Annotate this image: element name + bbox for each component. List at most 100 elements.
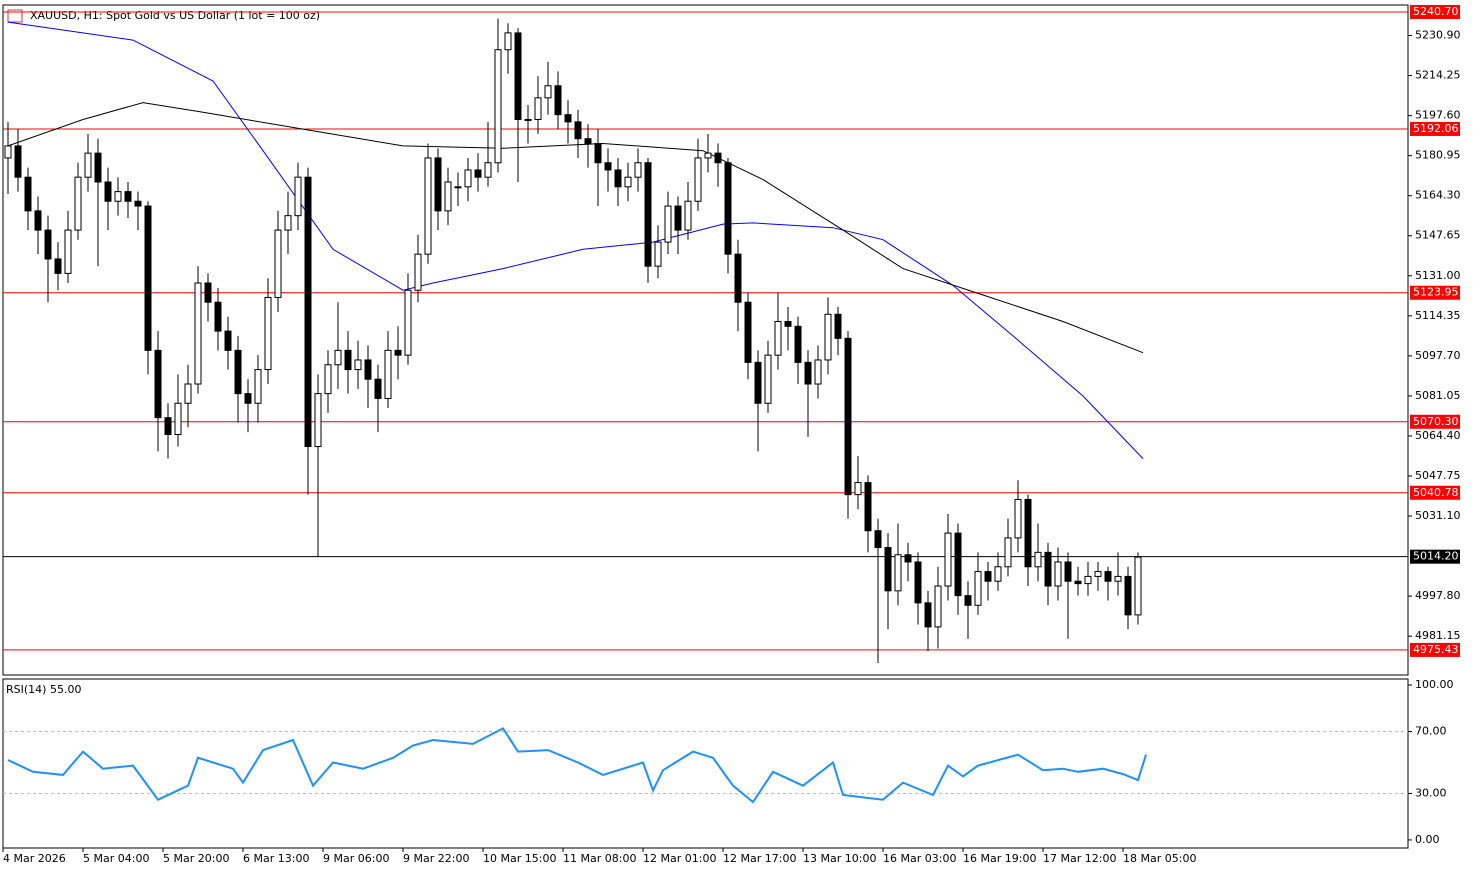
candle-body xyxy=(414,253,422,291)
candle-body xyxy=(814,359,822,385)
candle-body xyxy=(14,145,22,178)
y-tick-label: 5031.10 xyxy=(1415,509,1461,522)
rsi-tick-label: 30.00 xyxy=(1415,786,1447,799)
candle-body xyxy=(524,118,532,121)
chart-title: XAUUSD, H1: Spot Gold vs US Dollar (1 lo… xyxy=(30,9,320,22)
candle-body xyxy=(504,32,512,51)
candle-body xyxy=(874,530,882,549)
candle-body xyxy=(214,301,222,332)
x-tick-label: 16 Mar 03:00 xyxy=(883,852,956,865)
main-panel xyxy=(2,4,1409,676)
candle-body xyxy=(624,176,632,188)
y-tick-label: 4997.80 xyxy=(1415,589,1461,602)
candle-body xyxy=(384,349,392,399)
candle-body xyxy=(334,349,342,366)
x-tick-label: 5 Mar 20:00 xyxy=(163,852,229,865)
x-tick-label: 4 Mar 2026 xyxy=(3,852,66,865)
candle-body xyxy=(684,200,692,231)
candle-body xyxy=(934,585,942,628)
x-tick-label: 17 Mar 12:00 xyxy=(1043,852,1116,865)
rsi-label: RSI(14) 55.00 xyxy=(6,683,81,696)
candle-body xyxy=(174,402,182,436)
y-tick-label: 5197.60 xyxy=(1415,109,1461,122)
candle-body xyxy=(834,313,842,339)
candle-body xyxy=(354,359,362,371)
candle-body xyxy=(194,282,202,385)
candle-body xyxy=(264,296,272,371)
candle-body xyxy=(274,229,282,298)
level-label: 5014.20 xyxy=(1413,550,1459,563)
candle-body xyxy=(574,121,582,140)
level-tag xyxy=(1410,4,1460,19)
candle-body xyxy=(1124,575,1132,616)
candle-body xyxy=(434,157,442,212)
candle-body xyxy=(284,215,292,231)
candle-body xyxy=(594,143,602,164)
x-tick-label: 18 Mar 05:00 xyxy=(1123,852,1196,865)
candle-body xyxy=(614,169,622,188)
candle-body xyxy=(824,313,832,361)
moving-average xyxy=(7,21,1144,459)
candle-body xyxy=(234,349,242,395)
candle-body xyxy=(164,417,172,436)
candle-body xyxy=(914,561,922,604)
candle-body xyxy=(884,547,892,592)
y-tick-label: 5164.30 xyxy=(1415,189,1461,202)
candle-body xyxy=(464,169,472,188)
candle-body xyxy=(924,602,932,628)
candle-body xyxy=(114,191,122,202)
y-tick-label: 5180.95 xyxy=(1415,149,1461,162)
candle-body xyxy=(474,169,482,178)
level-label: 4975.43 xyxy=(1413,643,1459,656)
candle-body xyxy=(854,482,862,496)
candle-body xyxy=(564,114,572,123)
candle-body xyxy=(364,359,372,380)
candle-body xyxy=(1104,571,1112,582)
x-tick-label: 16 Mar 19:00 xyxy=(963,852,1036,865)
candle-body xyxy=(714,152,722,164)
candle-body xyxy=(774,320,782,356)
x-tick-label: 5 Mar 04:00 xyxy=(83,852,149,865)
level-tag xyxy=(1410,414,1460,429)
x-tick-label: 12 Mar 17:00 xyxy=(723,852,796,865)
level-label: 5070.30 xyxy=(1413,415,1459,428)
candle-body xyxy=(634,162,642,178)
y-tick-label: 5081.05 xyxy=(1415,389,1461,402)
level-label: 5240.70 xyxy=(1413,5,1459,18)
candle-body xyxy=(974,571,982,606)
candle-body xyxy=(1034,551,1042,568)
candle-body xyxy=(1024,498,1032,568)
candle-body xyxy=(804,361,812,385)
candle-body xyxy=(374,378,382,399)
candle-body xyxy=(544,85,552,99)
rsi-line xyxy=(7,727,1147,804)
candle-body xyxy=(1064,561,1072,582)
candle-body xyxy=(204,282,212,303)
level-tag xyxy=(1410,485,1460,500)
candle-body xyxy=(494,49,502,164)
y-tick-label: 5147.65 xyxy=(1415,229,1461,242)
x-tick-label: 11 Mar 08:00 xyxy=(563,852,636,865)
candle-body xyxy=(444,181,452,212)
candle-body xyxy=(1054,561,1062,587)
candle-body xyxy=(904,554,912,563)
candle-body xyxy=(24,176,32,212)
x-tick-label: 9 Mar 22:00 xyxy=(403,852,469,865)
candle-body xyxy=(754,361,762,404)
candle-body xyxy=(244,393,252,404)
candle-body xyxy=(314,393,322,448)
level-tag xyxy=(1410,285,1460,300)
candle-body xyxy=(964,595,972,606)
y-tick-label: 5131.00 xyxy=(1415,269,1461,282)
level-label: 5040.78 xyxy=(1413,486,1459,499)
candle-body xyxy=(84,152,92,178)
y-tick-label: 5097.70 xyxy=(1415,349,1461,362)
candle-body xyxy=(4,145,12,159)
candle-body xyxy=(1044,551,1052,587)
candle-body xyxy=(294,176,302,217)
symbol-icon xyxy=(7,9,23,23)
x-tick-label: 12 Mar 01:00 xyxy=(643,852,716,865)
candle-body xyxy=(764,354,772,404)
rsi-tick-label: 70.00 xyxy=(1415,725,1447,738)
